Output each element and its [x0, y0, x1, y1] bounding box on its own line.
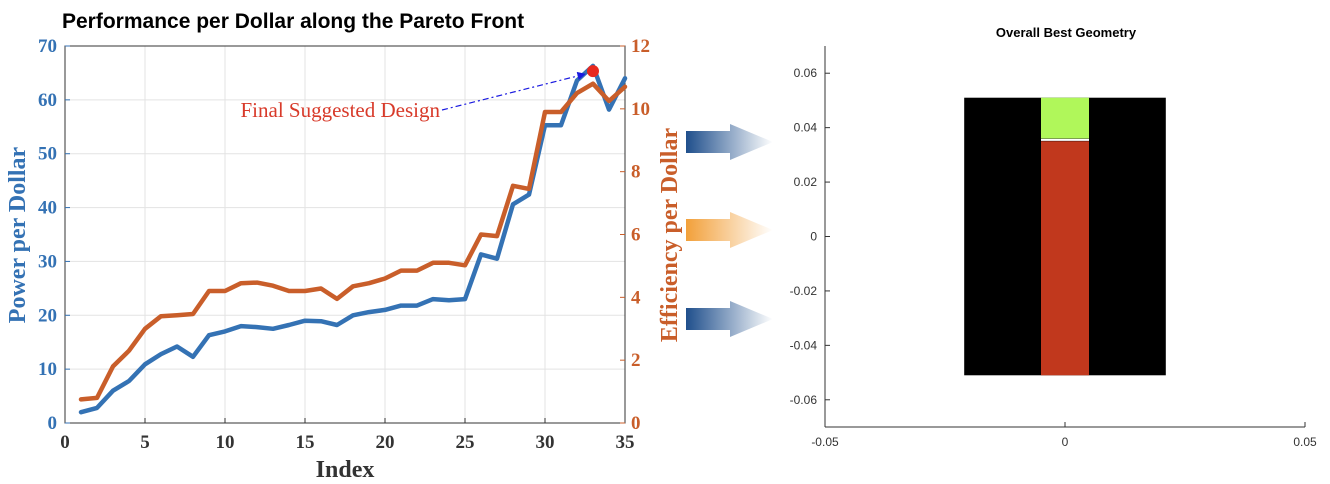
left-y-ticks: 0 10 20 30 40 50 60 70 — [38, 36, 70, 434]
left-grid — [65, 46, 625, 423]
geometry-shapes — [964, 97, 1166, 376]
geom-x-tick-label: 0.05 — [1293, 435, 1317, 449]
left-y-tick-label: 60 — [38, 90, 57, 111]
geom-y-tick-label: 0.06 — [794, 66, 818, 80]
right-chart: Overall Best Geometry -0.05 0 0.05 -0.06-0… — [790, 25, 1317, 449]
geometry-core — [1041, 141, 1089, 376]
right-y-tick-label: 10 — [631, 99, 650, 120]
right-chart-title: Overall Best Geometry — [996, 25, 1137, 40]
geometry-top — [1041, 97, 1089, 139]
left-chart-title: Performance per Dollar along the Pareto … — [62, 10, 524, 33]
left-y-tick-label: 30 — [38, 251, 57, 272]
x-axis-label: Index — [316, 457, 375, 483]
x-tick-label: 10 — [216, 432, 235, 453]
geom-x-tick-label: 0 — [1062, 435, 1069, 449]
geom-y-tick-label: -0.02 — [790, 284, 818, 298]
x-tick-label: 15 — [296, 432, 315, 453]
geom-y-tick-label: 0 — [810, 230, 817, 244]
x-tick-label: 20 — [376, 432, 395, 453]
right-y-tick-label: 8 — [631, 162, 641, 183]
left-chart: Performance per Dollar along the Pareto … — [5, 10, 683, 483]
left-y-tick-label: 20 — [38, 305, 57, 326]
left-y-tick-label: 10 — [38, 359, 57, 380]
geom-y-tick-label: 0.04 — [794, 121, 818, 135]
right-y-axis-label: Efficiency per Dollar — [657, 128, 683, 343]
x-tick-label: 35 — [616, 432, 635, 453]
right-y-tick-label: 2 — [631, 350, 641, 371]
geom-y-tick-label: 0.02 — [794, 175, 818, 189]
geom-y-tick-label: -0.06 — [790, 393, 818, 407]
right-y-ticks: 0 2 4 6 8 10 12 — [620, 36, 650, 434]
geom-y-tick-label: -0.04 — [790, 338, 818, 352]
arrow-middle — [686, 212, 773, 248]
x-tick-label: 5 — [140, 432, 150, 453]
x-tick-label: 0 — [60, 432, 70, 453]
left-x-ticks: 0 5 10 15 20 25 30 35 — [60, 418, 635, 453]
left-y-tick-label: 50 — [38, 144, 57, 165]
geom-x-tick-label: -0.05 — [811, 435, 839, 449]
annotation: Final Suggested Design — [241, 65, 599, 122]
right-y-tick-label: 0 — [631, 413, 641, 434]
x-tick-label: 25 — [456, 432, 475, 453]
left-y-tick-label: 0 — [48, 413, 58, 434]
right-y-ticks: -0.06 -0.04 -0.02 0 0.02 0.04 0.06 — [790, 66, 830, 407]
arrows — [686, 124, 773, 337]
left-y-axis-label: Power per Dollar — [5, 146, 31, 323]
left-y-tick-label: 70 — [38, 36, 57, 57]
right-y-tick-label: 12 — [631, 36, 650, 57]
efficiency-per-dollar-line — [78, 81, 628, 402]
left-y-tick-label: 40 — [38, 198, 57, 219]
arrow-top — [686, 124, 773, 160]
x-tick-label: 30 — [536, 432, 555, 453]
suggested-design-point — [587, 65, 599, 78]
left-series — [78, 63, 628, 415]
right-y-tick-label: 6 — [631, 225, 641, 246]
right-x-ticks: -0.05 0 0.05 — [811, 422, 1317, 449]
arrow-bottom — [686, 301, 773, 337]
annotation-arrow — [441, 71, 586, 111]
right-y-tick-label: 4 — [631, 287, 641, 308]
annotation-label: Final Suggested Design — [241, 98, 441, 122]
